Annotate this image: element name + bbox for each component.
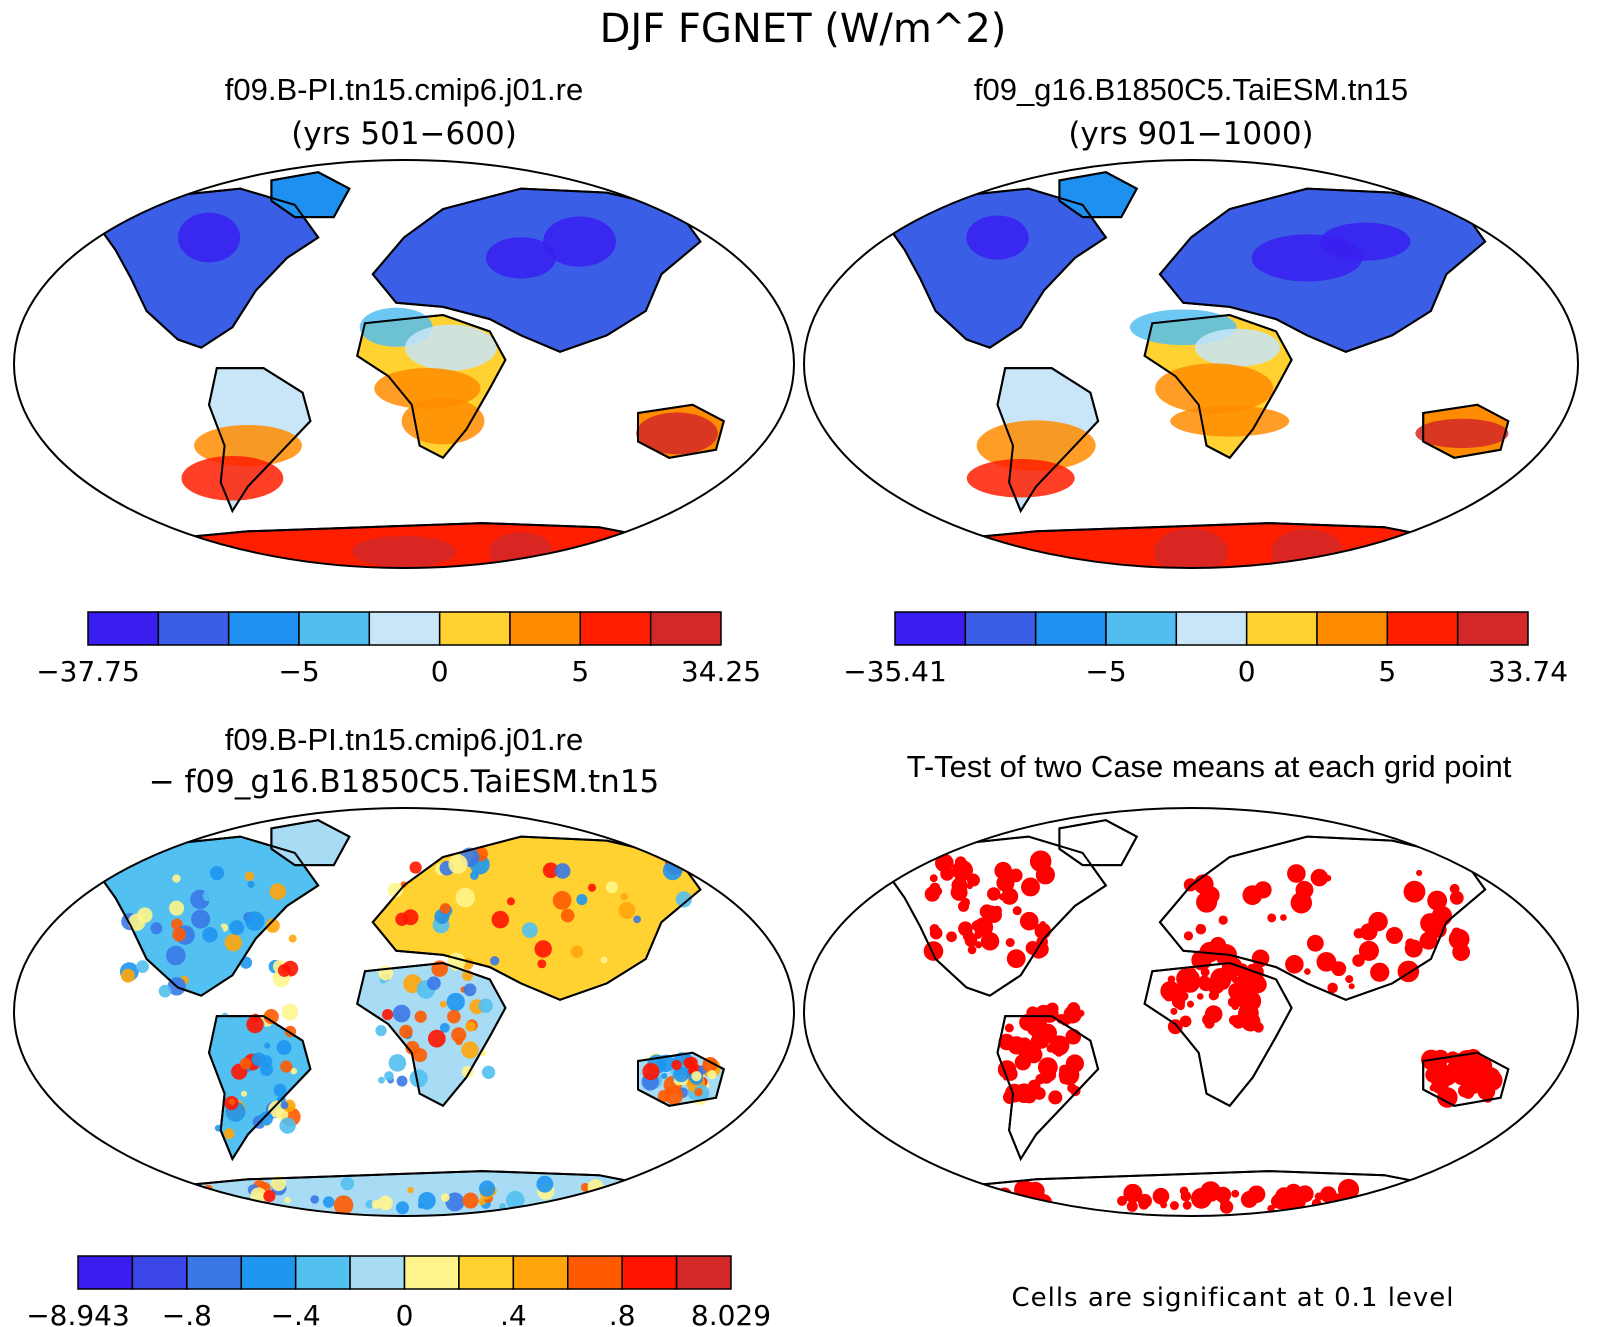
colorbar-swatch xyxy=(349,1255,406,1290)
colorbar-swatch xyxy=(87,611,160,646)
colorbar-tick-label: 0 xyxy=(396,1299,414,1327)
colorbar-swatch xyxy=(964,611,1037,646)
colorbar-swatch xyxy=(240,1255,297,1290)
colorbar-swatch xyxy=(298,611,371,646)
colorbar-swatch xyxy=(1386,611,1459,646)
colorbar-swatch xyxy=(368,611,441,646)
map-frame xyxy=(803,807,1579,1217)
colorbar-swatch xyxy=(227,611,300,646)
panel-2-title: f09_g16.B1850C5.TaiESM.tn15 xyxy=(974,72,1408,107)
colorbar-swatch xyxy=(1175,611,1248,646)
colorbar-tick-label: −8.943 xyxy=(26,1299,130,1327)
colorbar-tick-label: 0 xyxy=(431,655,449,688)
map-frame xyxy=(803,159,1579,569)
panel-3-subtitle: − f09_g16.B1850C5.TaiESM.tn15 xyxy=(149,764,660,800)
colorbar-tick-label: −.8 xyxy=(162,1299,212,1327)
colorbar-swatch xyxy=(509,611,582,646)
map-fill xyxy=(14,160,794,568)
colorbar-tick-label: −.4 xyxy=(271,1299,321,1327)
colorbar-swatch xyxy=(77,1255,134,1290)
colorbar-swatch xyxy=(894,611,967,646)
colorbar-tick-label: 33.74 xyxy=(1488,655,1568,688)
colorbar-tick-label: −5 xyxy=(278,655,319,688)
map-frame xyxy=(13,159,795,569)
map-fill xyxy=(14,808,794,1216)
colorbar-swatch xyxy=(649,611,722,646)
colorbar-tick-label: 8.029 xyxy=(691,1299,771,1327)
colorbar-swatch xyxy=(621,1255,678,1290)
colorbar-swatch xyxy=(186,1255,242,1290)
panel-1-subtitle: (yrs 501−600) xyxy=(291,116,517,152)
map-frame xyxy=(13,807,795,1217)
colorbar-swatch xyxy=(579,611,652,646)
colorbar-panel-2: −35.41 −5 0 5 33.74 xyxy=(843,611,1568,688)
colorbar-tick-label: −35.41 xyxy=(843,655,947,688)
colorbar-swatch xyxy=(438,611,511,646)
colorbar-swatch xyxy=(512,1255,569,1290)
colorbar-swatch xyxy=(294,1255,351,1290)
colorbar-tick-label: −5 xyxy=(1085,655,1126,688)
map-panel-4 xyxy=(803,807,1579,1217)
colorbar-panel-3: −8.943 −.8 −.4 0 .4 .8 8.029 xyxy=(26,1255,771,1327)
colorbar-tick-label: −37.75 xyxy=(36,655,140,688)
map-panel-1 xyxy=(13,159,795,569)
colorbar-tick-label: 5 xyxy=(571,655,589,688)
panel-3-title: f09.B-PI.tn15.cmip6.j01.re xyxy=(225,722,583,757)
colorbar-tick-label: 34.25 xyxy=(681,655,761,688)
colorbar-tick-label: 5 xyxy=(1378,655,1396,688)
map-panel-2 xyxy=(803,159,1579,569)
colorbar-swatch xyxy=(131,1255,188,1290)
colorbar-tick-label: .8 xyxy=(609,1299,636,1327)
map-fill xyxy=(804,160,1578,568)
colorbar-swatch xyxy=(1245,611,1318,646)
colorbar-swatch xyxy=(567,1255,623,1290)
colorbar-swatch xyxy=(157,611,230,646)
colorbar-tick-label: 0 xyxy=(1238,655,1256,688)
colorbar-swatch xyxy=(1105,611,1178,646)
map-fill xyxy=(804,808,1578,1216)
panel-4-title: T-Test of two Case means at each grid po… xyxy=(907,749,1512,784)
panel-2-subtitle: (yrs 901−1000) xyxy=(1068,116,1313,152)
colorbar-swatch xyxy=(458,1255,515,1290)
colorbar-panel-1: −37.75 −5 0 5 34.25 xyxy=(36,611,761,688)
colorbar-swatch xyxy=(1456,611,1529,646)
colorbar-swatch xyxy=(675,1255,732,1290)
colorbar-swatch xyxy=(403,1255,460,1290)
colorbar-swatch xyxy=(1034,611,1107,646)
map-panel-3 xyxy=(13,807,795,1217)
panel-1-title: f09.B-PI.tn15.cmip6.j01.re xyxy=(225,72,583,107)
significance-note: Cells are significant at 0.1 level xyxy=(1011,1283,1454,1313)
colorbar-tick-label: .4 xyxy=(500,1299,527,1327)
figure-title: DJF FGNET (W/m^2) xyxy=(600,6,1007,52)
colorbar-swatch xyxy=(1316,611,1389,646)
